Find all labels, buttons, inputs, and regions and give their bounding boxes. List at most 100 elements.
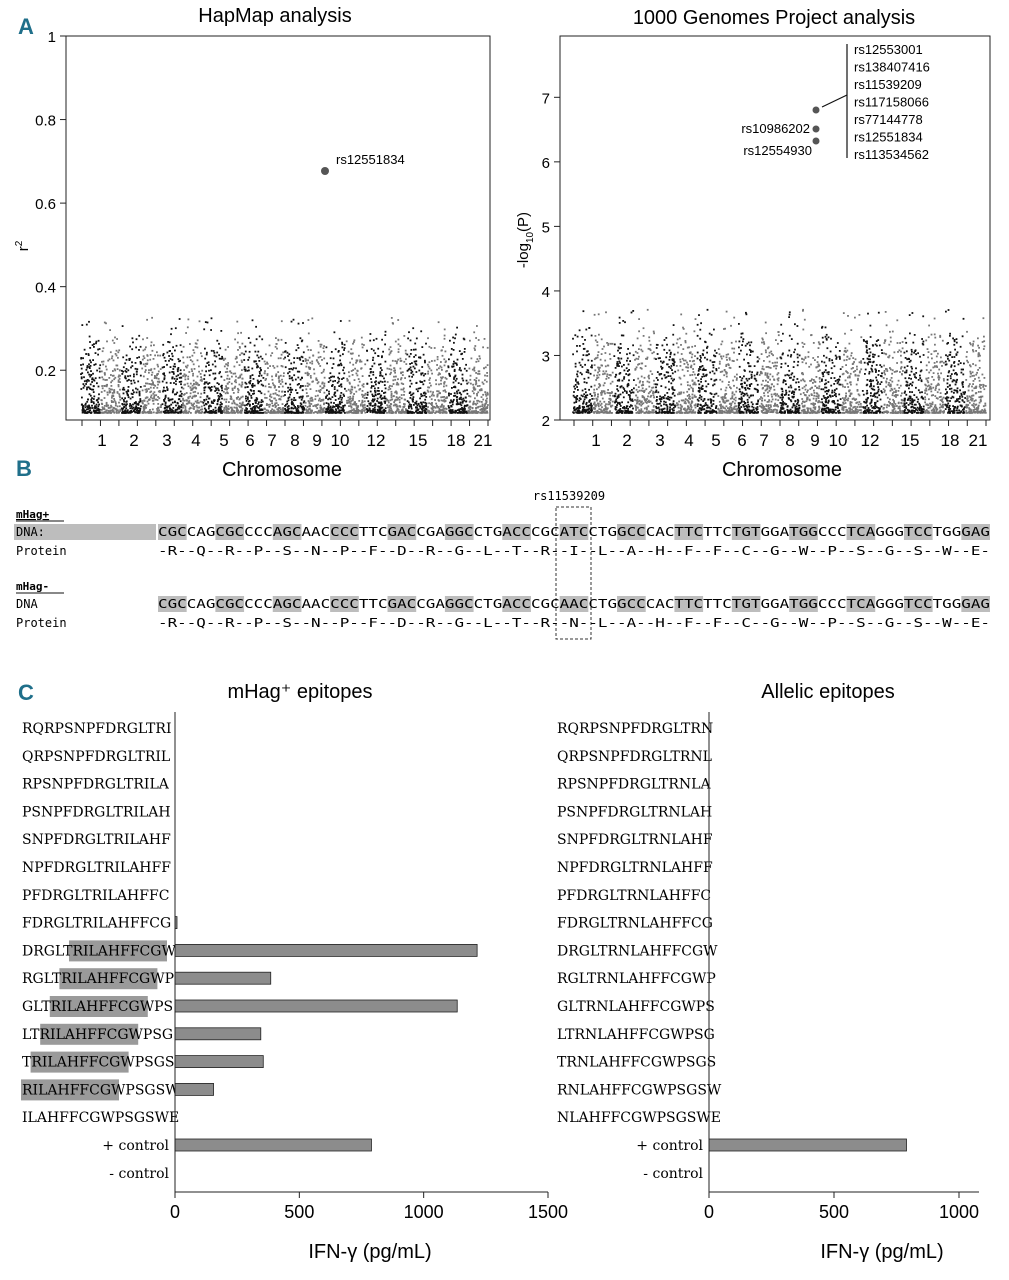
snp-point bbox=[244, 381, 247, 384]
snp-point bbox=[410, 369, 413, 372]
snp-point bbox=[736, 373, 738, 376]
snp-point bbox=[137, 402, 140, 405]
snp-point bbox=[98, 393, 100, 396]
snp-point bbox=[407, 337, 409, 340]
snp-point bbox=[597, 395, 599, 398]
snp-point bbox=[265, 353, 267, 356]
snp-point bbox=[686, 395, 689, 397]
snp-point bbox=[620, 347, 622, 349]
snp-point bbox=[387, 388, 390, 391]
snp-point bbox=[227, 405, 230, 408]
snp-point bbox=[660, 400, 662, 403]
snp-point bbox=[113, 378, 116, 381]
snp-point bbox=[207, 361, 210, 364]
snp-point bbox=[646, 412, 649, 414]
snp-point bbox=[247, 396, 249, 399]
snp-point bbox=[347, 399, 350, 402]
snp-point bbox=[685, 410, 688, 413]
snp-point bbox=[710, 404, 713, 407]
snp-point bbox=[204, 410, 207, 413]
snp-point bbox=[305, 412, 307, 414]
snp-point bbox=[657, 379, 659, 381]
snp-point bbox=[339, 396, 342, 399]
snp-point bbox=[223, 407, 226, 410]
snp-point bbox=[420, 393, 422, 396]
snp-point bbox=[240, 385, 243, 388]
snp-point bbox=[221, 411, 224, 413]
snp-point bbox=[188, 371, 191, 373]
snp-point bbox=[143, 404, 146, 407]
snp-point bbox=[576, 375, 579, 378]
snp-point bbox=[174, 411, 176, 414]
snp-point bbox=[421, 381, 424, 383]
snp-point bbox=[475, 412, 478, 414]
snp-point bbox=[474, 349, 476, 351]
snp-point bbox=[617, 396, 620, 398]
snp-point bbox=[287, 397, 290, 399]
snp-point bbox=[245, 407, 248, 409]
snp-point bbox=[118, 401, 120, 404]
snp-point bbox=[437, 390, 440, 393]
snp-point bbox=[280, 412, 283, 414]
snp-point bbox=[727, 364, 730, 366]
snp-point bbox=[705, 385, 708, 388]
snp-point bbox=[626, 370, 629, 372]
snp-point bbox=[309, 375, 312, 377]
snp-point bbox=[474, 345, 477, 347]
snp-point bbox=[463, 338, 466, 341]
snp-point bbox=[208, 374, 211, 377]
snp-point bbox=[224, 371, 227, 373]
snp-point bbox=[207, 383, 209, 385]
snp-point bbox=[95, 411, 97, 414]
snp-point bbox=[240, 359, 243, 362]
snp-point bbox=[325, 397, 327, 399]
snp-point bbox=[601, 411, 603, 414]
snp-point bbox=[672, 379, 674, 382]
snp-point bbox=[581, 366, 584, 368]
snp-point bbox=[691, 396, 694, 399]
snp-point bbox=[115, 402, 117, 405]
snp-point bbox=[204, 407, 206, 410]
snp-point bbox=[198, 384, 200, 386]
snp-point bbox=[379, 374, 382, 377]
snp-point bbox=[384, 380, 386, 383]
snp-point bbox=[634, 368, 637, 371]
snp-point bbox=[587, 408, 590, 411]
snp-point bbox=[668, 410, 671, 413]
snp-point bbox=[372, 359, 374, 361]
snp-point bbox=[225, 398, 228, 401]
snp-point bbox=[573, 385, 576, 388]
snp-point bbox=[676, 402, 678, 404]
snp-point bbox=[482, 408, 484, 411]
snp-point bbox=[594, 339, 597, 342]
snp-point bbox=[669, 367, 672, 370]
snp-point bbox=[231, 389, 234, 391]
snp-point bbox=[320, 406, 323, 409]
snp-point bbox=[182, 387, 185, 390]
snp-point bbox=[274, 403, 276, 406]
snp-point bbox=[350, 400, 353, 402]
snp-point bbox=[483, 367, 485, 370]
snp-point bbox=[363, 404, 366, 407]
snp-point bbox=[275, 343, 278, 345]
snp-point bbox=[284, 350, 286, 353]
snp-point bbox=[459, 408, 462, 410]
snp-point bbox=[258, 407, 260, 409]
snp-point bbox=[319, 365, 322, 367]
snp-point bbox=[668, 396, 671, 399]
snp-point bbox=[82, 357, 84, 360]
snp-point bbox=[208, 369, 210, 372]
snp-point bbox=[153, 377, 156, 379]
snp-point bbox=[111, 401, 113, 403]
snp-point bbox=[290, 407, 293, 410]
snp-point bbox=[287, 399, 290, 402]
snp-point bbox=[636, 352, 639, 354]
snp-point bbox=[470, 382, 472, 385]
snp-point bbox=[224, 388, 226, 390]
snp-point bbox=[304, 401, 307, 404]
snp-point bbox=[163, 377, 166, 379]
snp-point bbox=[640, 375, 643, 378]
snp-point bbox=[238, 364, 241, 366]
snp-point bbox=[588, 401, 591, 403]
snp-point bbox=[573, 401, 576, 404]
